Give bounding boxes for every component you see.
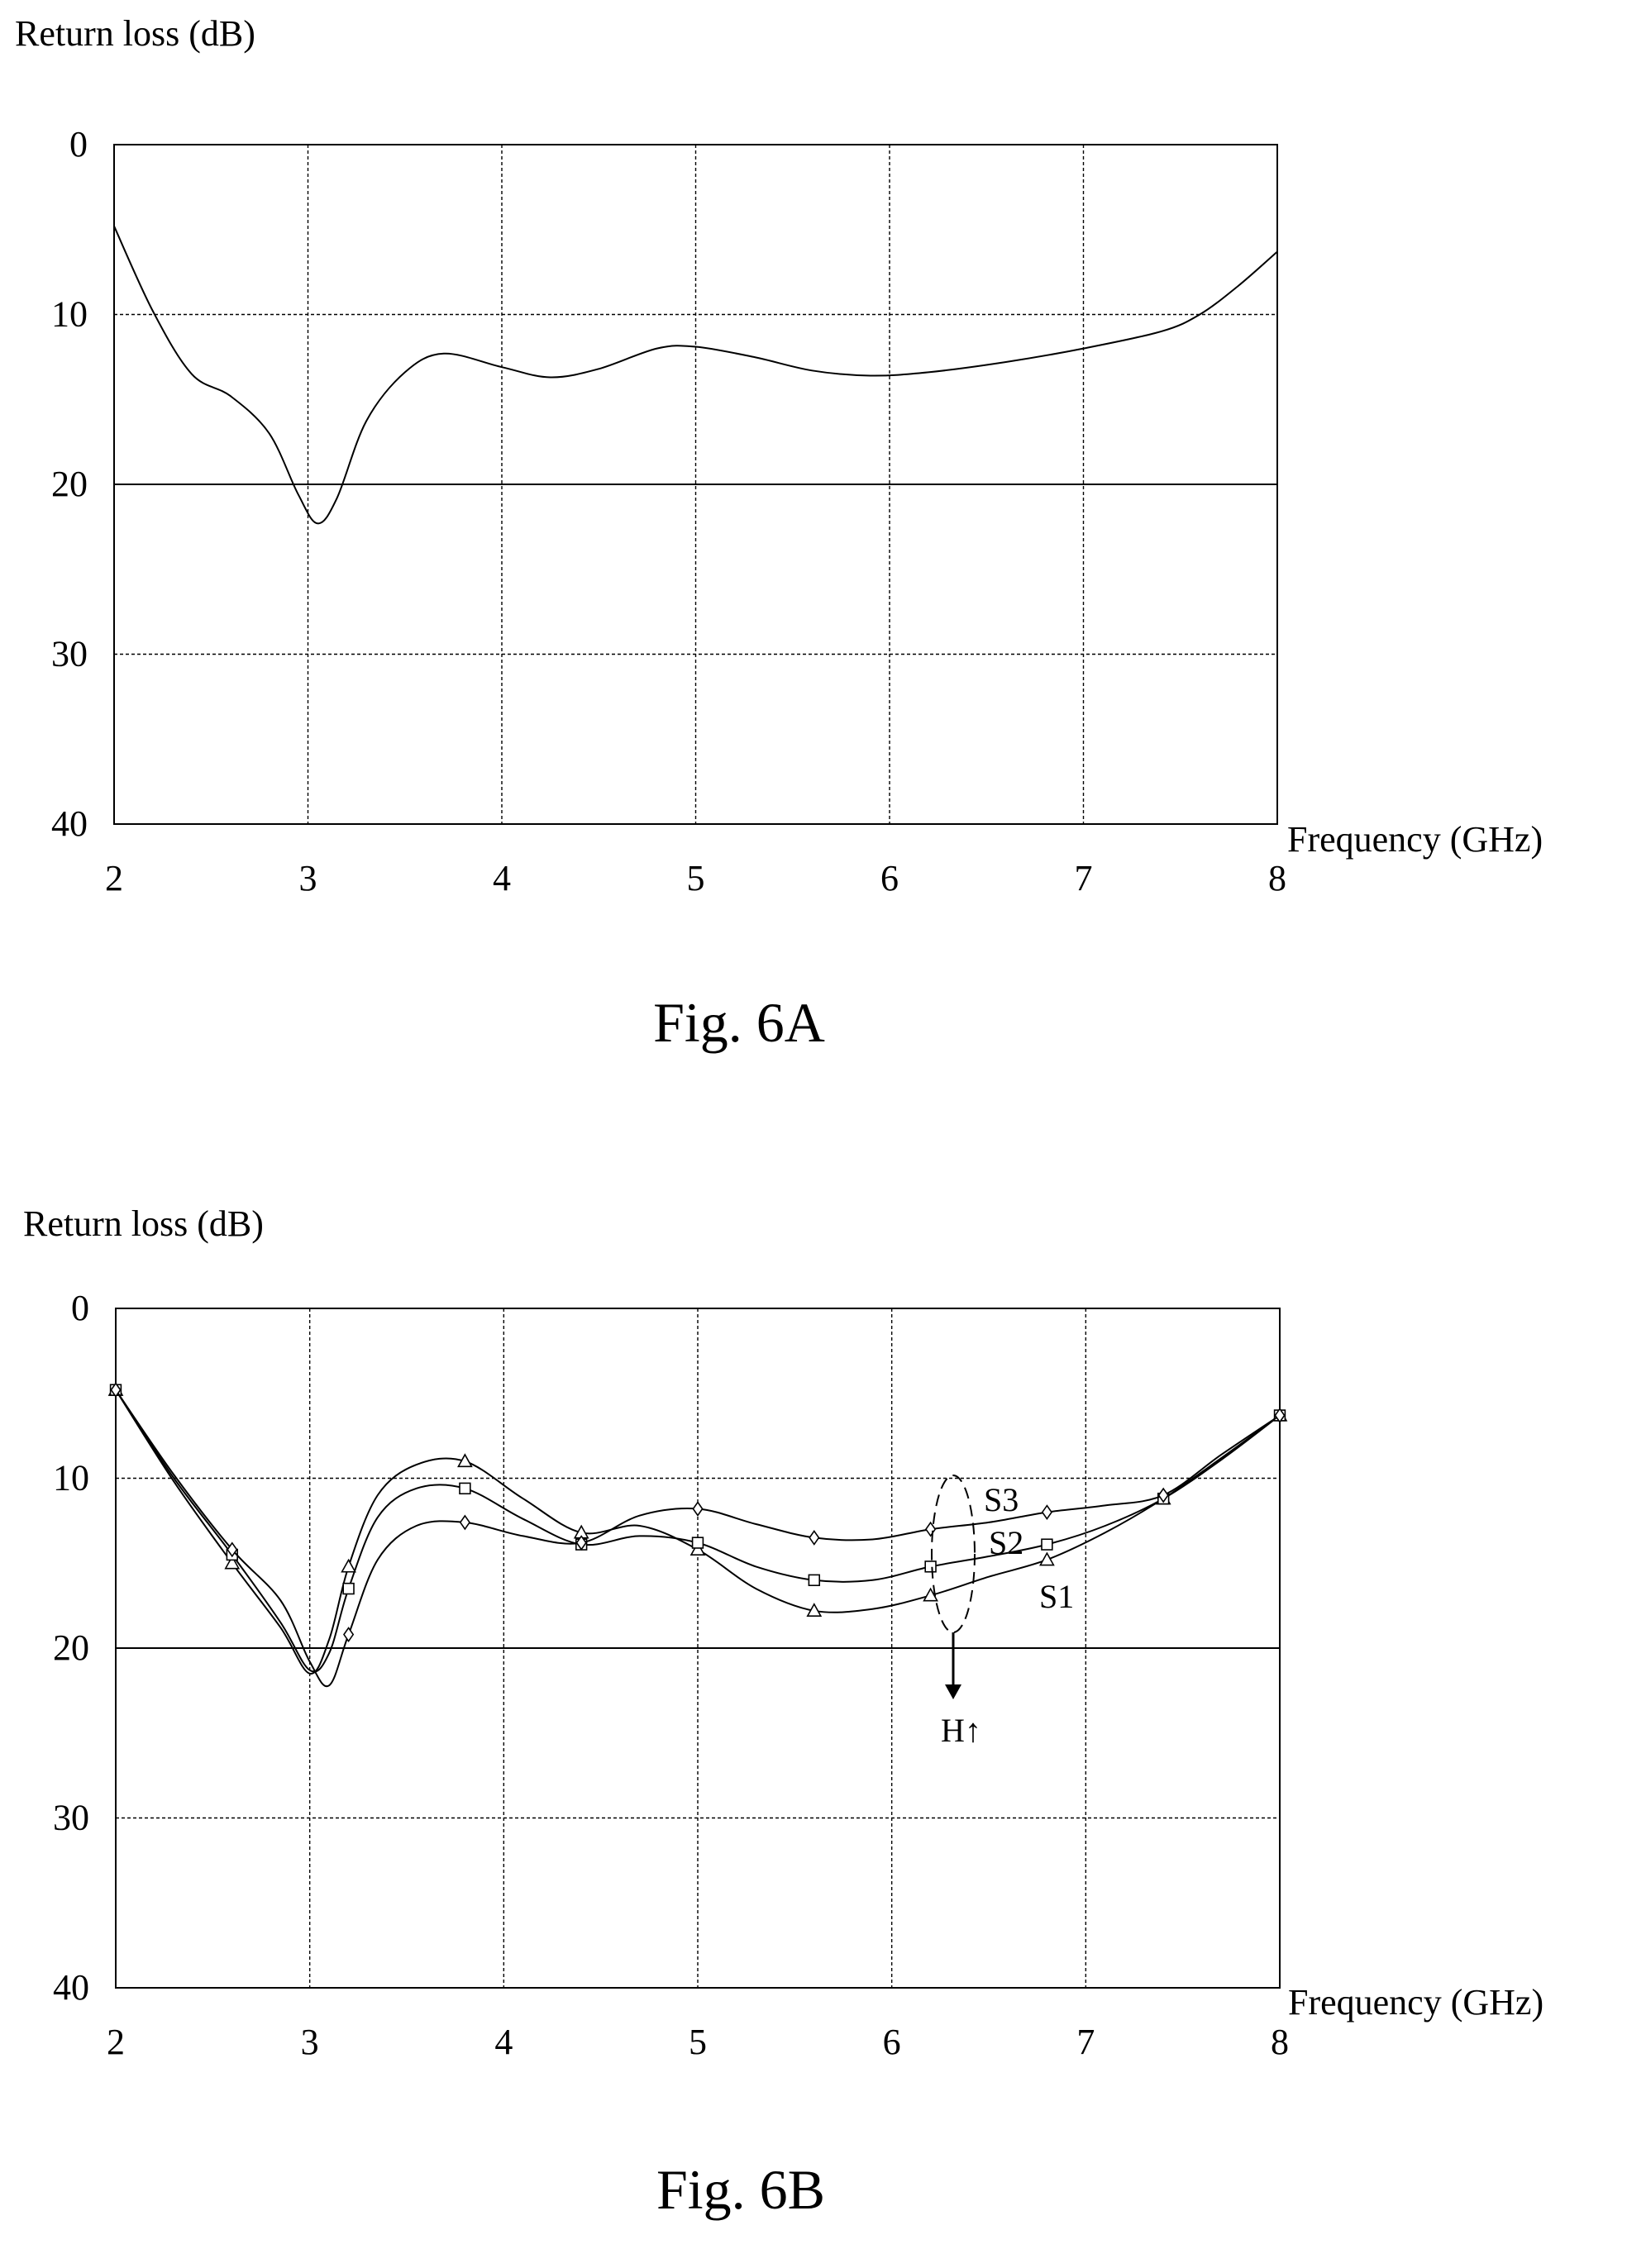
chart-6b-xticks: 2 3 4 5 6 7 8 — [107, 2022, 1289, 2062]
chart-6a-yticks: 0 10 20 30 40 — [51, 124, 88, 844]
chart-6a-series-line-1 — [113, 226, 1278, 525]
chart-6b-marker-s2 — [691, 1537, 704, 1549]
chart-6b-series-line-s3 — [115, 1389, 1281, 1688]
chart-6b-marker-s3 — [459, 1514, 470, 1531]
chart-6b-xlabel: Frequency (GHz) — [1288, 1982, 1544, 2023]
chart-6b-marker-s1 — [1039, 1551, 1055, 1566]
chart-6a-ylabel: Return loss (dB) — [15, 13, 255, 54]
chart-6b-xtick-label: 7 — [1076, 2022, 1095, 2062]
chart-6b-marker-s2 — [808, 1574, 821, 1587]
chart-6a-xtick-label: 5 — [687, 858, 705, 898]
chart-6b-marker-s1 — [923, 1587, 938, 1602]
series-label-s3: S3 — [984, 1481, 1019, 1518]
chart-6b-ytick-label: 0 — [71, 1288, 89, 1328]
chart-6b-marker-s3 — [110, 1382, 122, 1398]
chart-6b-plot — [107, 1381, 1288, 1688]
annotation-arrow-head — [945, 1684, 961, 1699]
chart-6a-xtick-label: 4 — [493, 858, 511, 898]
chart-6a-ytick-label: 10 — [51, 294, 88, 335]
chart-6b-marker-s3 — [343, 1627, 355, 1642]
chart-6a-plot — [113, 226, 1278, 525]
chart-6b-xtick-label: 3 — [301, 2022, 319, 2062]
chart-6b-grid — [116, 1308, 1280, 1988]
chart-6a-xtick-label: 2 — [105, 858, 123, 898]
chart-6b-marker-s2 — [342, 1582, 355, 1595]
chart-6b-ytick-label: 20 — [53, 1627, 89, 1668]
chart-6b-marker-s2 — [459, 1482, 471, 1495]
chart-6b-xtick-label: 5 — [689, 2022, 707, 2062]
chart-6b-series-line-s1 — [115, 1389, 1281, 1675]
chart-6b-marker-s1 — [689, 1541, 706, 1556]
chart-6b-ytick-label: 40 — [53, 1967, 89, 2008]
chart-6a-ytick-label: 30 — [51, 634, 88, 674]
chart-6a-xticks: 2 3 4 5 6 7 8 — [105, 858, 1286, 898]
chart-6a-xtick-label: 3 — [299, 858, 317, 898]
series-label-s2: S2 — [989, 1524, 1023, 1561]
chart-6a-grid — [114, 145, 1277, 824]
chart-6b: Return loss (dB) 0 10 20 30 40 2 3 4 5 6 7 8 Frequ… — [23, 1203, 1544, 2221]
chart-6b-marker-s2 — [1041, 1538, 1053, 1551]
chart-6b-marker-s3 — [575, 1535, 587, 1551]
series-group-ellipse — [931, 1475, 976, 1633]
chart-6b-xtick-label: 6 — [883, 2022, 901, 2062]
chart-6b-marker-s1 — [457, 1453, 473, 1468]
chart-6b-series-line-s2 — [115, 1389, 1281, 1673]
chart-6a-xtick-label: 8 — [1268, 858, 1286, 898]
chart-6a-xtick-label: 6 — [880, 858, 899, 898]
chart-6a-xtick-label: 7 — [1075, 858, 1093, 898]
chart-6b-marker-s2 — [924, 1560, 937, 1573]
chart-6b-marker-s3 — [1274, 1408, 1286, 1423]
chart-6b-marker-s1 — [224, 1555, 241, 1570]
chart-6b-ylabel: Return loss (dB) — [23, 1203, 264, 1244]
chart-6b-xtick-label: 4 — [494, 2022, 513, 2062]
chart-6b-ytick-label: 10 — [53, 1458, 89, 1498]
chart-6b-marker-s3 — [1041, 1504, 1052, 1520]
chart-6b-marker-s3 — [227, 1541, 238, 1558]
chart-6b-marker-s3 — [692, 1501, 704, 1517]
chart-6a-caption: Fig. 6A — [653, 991, 825, 1054]
annotation-h-label: H↑ — [941, 1712, 981, 1749]
chart-6b-yticks: 0 10 20 30 40 — [53, 1288, 89, 2008]
chart-6b-xtick-label: 8 — [1271, 2022, 1289, 2062]
chart-6b-xtick-label: 2 — [107, 2022, 125, 2062]
chart-6b-marker-s3 — [925, 1521, 937, 1537]
chart-6b-caption: Fig. 6B — [656, 2158, 825, 2221]
chart-6a-ytick-label: 40 — [51, 803, 88, 844]
chart-6b-ytick-label: 30 — [53, 1798, 89, 1838]
chart-6b-marker-s3 — [809, 1530, 820, 1546]
chart-6b-marker-s1 — [806, 1603, 823, 1617]
chart-6b-marker-s3 — [1157, 1487, 1169, 1503]
chart-6a-ytick-label: 0 — [69, 124, 88, 164]
chart-6b-marker-s1 — [341, 1558, 356, 1573]
chart-6a-xlabel: Frequency (GHz) — [1287, 819, 1543, 860]
series-label-s1: S1 — [1039, 1578, 1074, 1615]
chart-6a: Return loss (dB) 0 10 20 30 40 2 3 4 5 6 7 8 Frequ… — [15, 13, 1543, 1054]
chart-6a-ytick-label: 20 — [51, 464, 88, 504]
